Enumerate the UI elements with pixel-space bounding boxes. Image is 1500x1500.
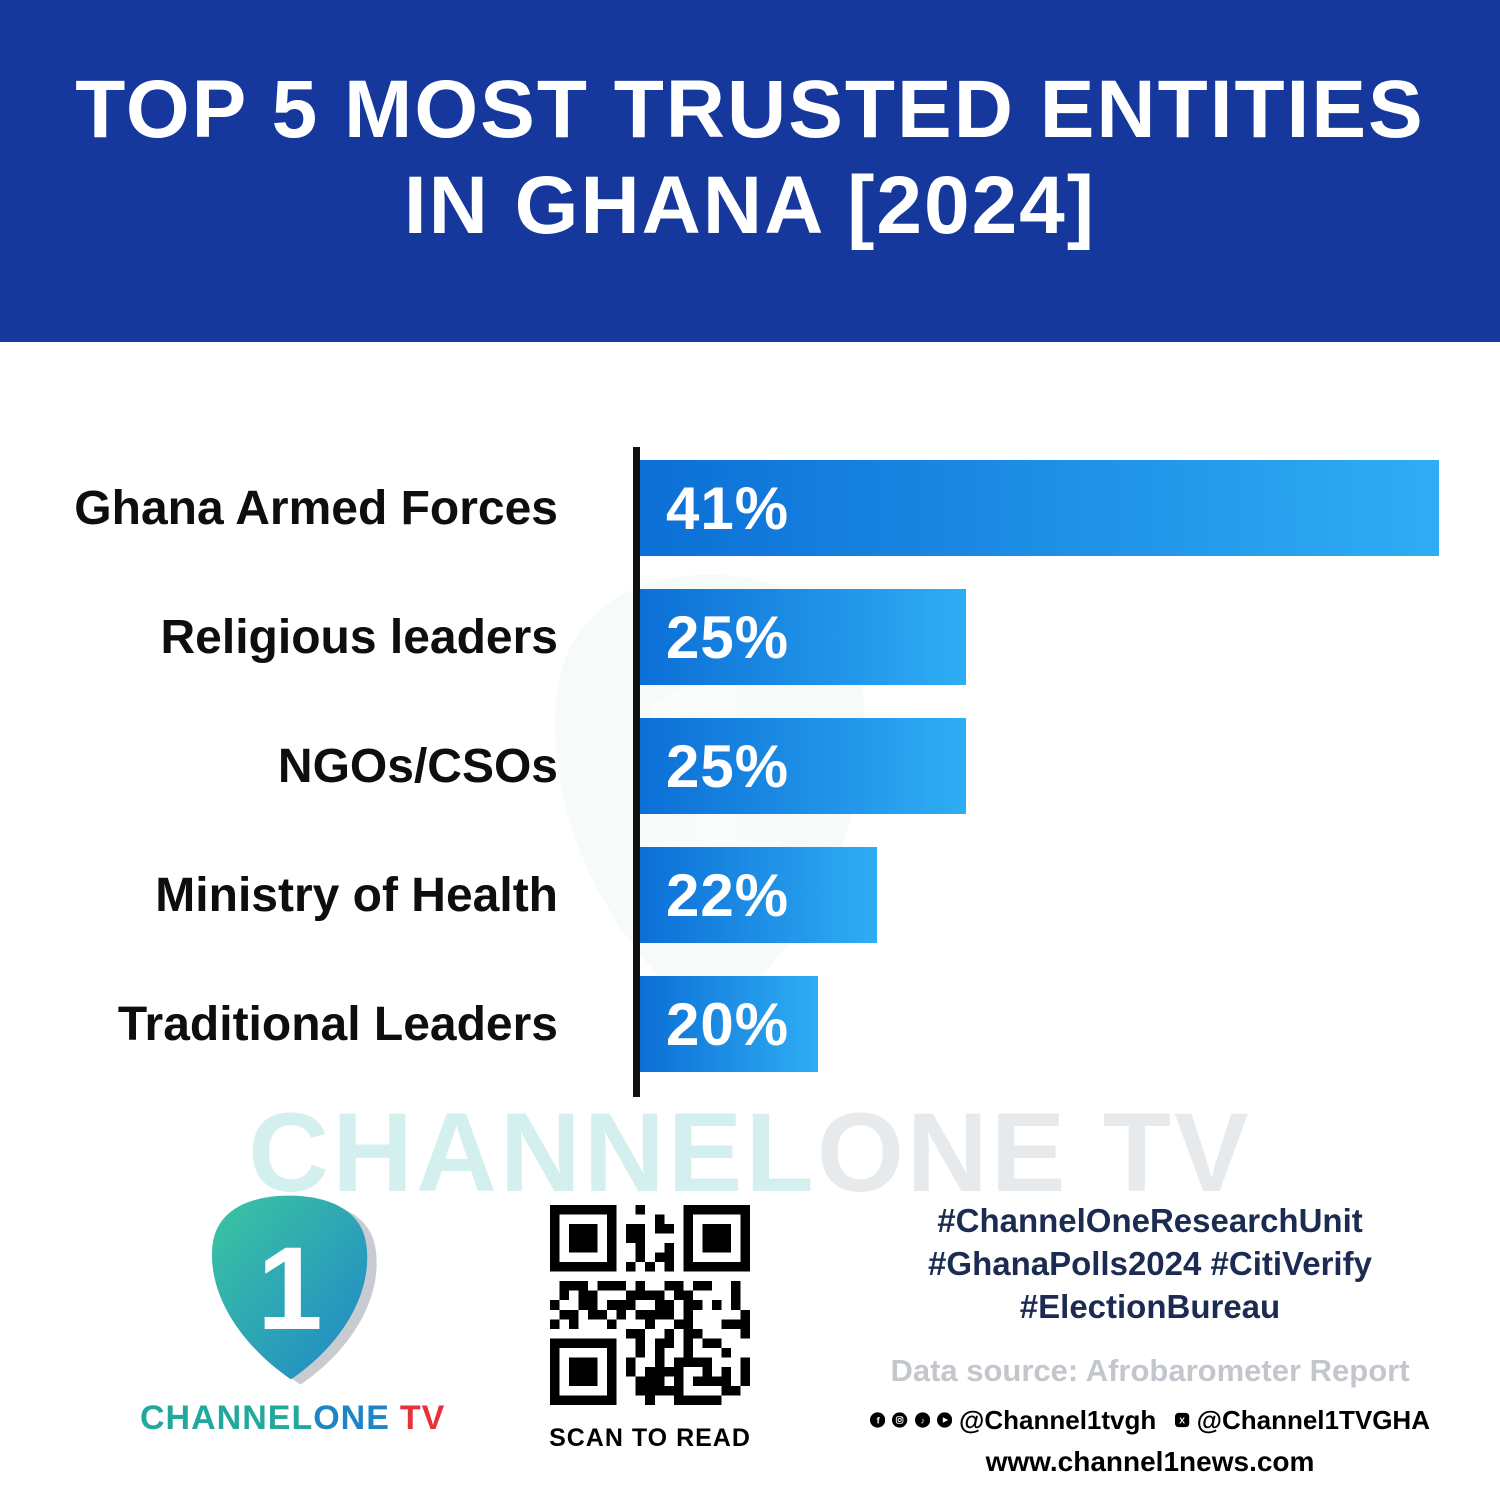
title-line-2: IN GHANA [2024] — [403, 159, 1097, 251]
qr-block: SCAN TO READ — [538, 1205, 762, 1453]
svg-text:X: X — [1180, 1415, 1186, 1425]
bar-value: 20% — [666, 990, 790, 1058]
title-line-1: TOP 5 MOST TRUSTED ENTITIES — [75, 64, 1425, 155]
logo-pick-icon: 1 — [211, 1195, 377, 1385]
bar-value: 41% — [666, 474, 790, 542]
bar: 22% — [640, 847, 877, 943]
social-row: f ♪ @Channel1tvgh X @Channel1T — [870, 1405, 1430, 1436]
brand-wordmark: CHANNELONE TV — [140, 1399, 444, 1438]
watermark-rest: ONE TV — [816, 1090, 1252, 1215]
svg-text:♪: ♪ — [920, 1415, 924, 1425]
bar-row: NGOs/CSOs 25% — [0, 718, 1500, 814]
bar-label: NGOs/CSOs — [277, 739, 558, 793]
chart-axis — [633, 447, 640, 1097]
bar-label: Ministry of Health — [155, 868, 558, 922]
bar-label: Traditional Leaders — [117, 997, 558, 1051]
bar-chart: Ghana Armed Forces 41% Religious leaders 25… — [0, 460, 1500, 1105]
brand-channel: CHANNEL — [140, 1399, 314, 1437]
bar: 20% — [640, 976, 818, 1072]
bar: 41% — [640, 460, 1440, 556]
header-banner: TOP 5 MOST TRUSTED ENTITIES IN GHANA [20… — [0, 0, 1500, 342]
bar-row: Religious leaders 25% — [0, 589, 1500, 685]
youtube-icon — [936, 1412, 953, 1428]
svg-text:f: f — [877, 1416, 881, 1426]
bar-row: Traditional Leaders 20% — [0, 976, 1500, 1072]
qr-code — [550, 1205, 750, 1405]
bar-value: 22% — [666, 861, 790, 929]
bar-value: 25% — [666, 732, 790, 800]
bar: 25% — [640, 718, 966, 814]
social-handle-2: @Channel1TVGHA — [1196, 1404, 1430, 1435]
x-icon: X — [1175, 1413, 1190, 1428]
hashtags-line-3: #ElectionBureau — [1019, 1287, 1281, 1325]
channel-one-logo: 1 CHANNELONE TV — [140, 1182, 444, 1438]
qr-caption: SCAN TO READ — [549, 1424, 751, 1452]
data-source: Data source: Afrobarometer Report — [890, 1352, 1410, 1388]
bar-row: Ghana Armed Forces 41% — [0, 460, 1500, 556]
brand-one: ONE — [313, 1399, 390, 1437]
bar-row: Ministry of Health 22% — [0, 847, 1500, 943]
hashtags-line-2: #GhanaPolls2024 #CitiVerify — [928, 1244, 1372, 1282]
bar: 25% — [640, 589, 966, 685]
logo-digit: 1 — [257, 1223, 322, 1354]
page-title: TOP 5 MOST TRUSTED ENTITIES IN GHANA [20… — [0, 0, 1500, 254]
tiktok-icon: ♪ — [914, 1412, 930, 1428]
facebook-icon: f — [870, 1412, 886, 1428]
website-url: www.channel1news.com — [985, 1445, 1315, 1477]
hashtags-line-1: #ChannelOneResearchUnit — [937, 1202, 1363, 1239]
bar-label: Ghana Armed Forces — [74, 481, 558, 535]
footer-info: #ChannelOneResearchUnit #GhanaPolls2024 … — [870, 1200, 1430, 1478]
social-handle-1: @Channel1tvgh — [959, 1404, 1157, 1435]
bar-value: 25% — [666, 603, 790, 671]
bar-label: Religious leaders — [160, 610, 558, 664]
instagram-icon — [892, 1412, 908, 1428]
brand-tv: TV — [399, 1399, 446, 1437]
